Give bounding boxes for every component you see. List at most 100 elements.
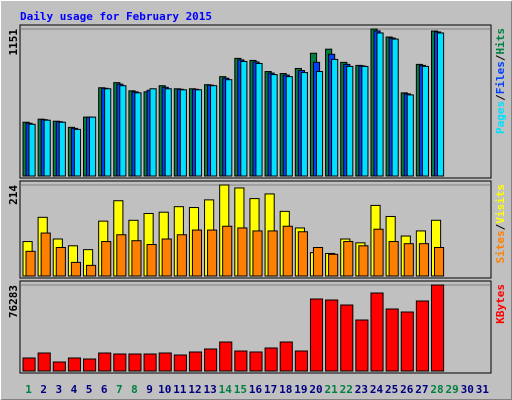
bar bbox=[433, 247, 445, 277]
x-tick-label: 13 bbox=[203, 383, 216, 396]
bar bbox=[219, 341, 233, 372]
bar bbox=[173, 354, 187, 372]
bar bbox=[346, 65, 354, 177]
bar bbox=[191, 229, 203, 277]
bar bbox=[67, 357, 82, 372]
x-tick-label: 23 bbox=[355, 383, 368, 396]
x-tick-label: 9 bbox=[146, 383, 153, 396]
x-tick-label: 14 bbox=[219, 383, 233, 396]
bar bbox=[343, 241, 354, 277]
x-tick-label: 19 bbox=[294, 383, 307, 396]
bar bbox=[83, 358, 97, 372]
bar bbox=[279, 341, 293, 372]
legend-separator: / bbox=[494, 54, 507, 61]
bar bbox=[340, 304, 354, 372]
y-tick-label: 76283 bbox=[7, 285, 20, 318]
bar bbox=[128, 353, 142, 372]
x-tick-label: 12 bbox=[188, 383, 201, 396]
bar bbox=[37, 352, 51, 372]
bar bbox=[207, 229, 218, 277]
bar bbox=[210, 85, 218, 177]
bar bbox=[270, 74, 278, 177]
bar bbox=[418, 243, 429, 277]
x-tick-label: 5 bbox=[86, 383, 93, 396]
bar bbox=[176, 234, 187, 277]
bar bbox=[104, 88, 112, 177]
bar bbox=[328, 253, 339, 277]
bar bbox=[28, 123, 36, 177]
bar bbox=[22, 357, 36, 372]
x-tick-label: 11 bbox=[173, 383, 187, 396]
chart-title: Daily usage for February 2015 bbox=[20, 10, 212, 23]
bar bbox=[300, 72, 308, 177]
bar bbox=[436, 32, 445, 177]
x-tick-label: 26 bbox=[400, 383, 414, 396]
legend: Pages/Files/Hits bbox=[494, 28, 507, 134]
x-tick-label: 21 bbox=[325, 383, 339, 396]
bar bbox=[421, 65, 429, 177]
bar bbox=[98, 352, 112, 372]
bar bbox=[312, 247, 324, 277]
bar bbox=[406, 94, 414, 177]
bar bbox=[43, 119, 51, 177]
x-tick-label: 6 bbox=[101, 383, 108, 396]
x-tick-label: 28 bbox=[430, 383, 443, 396]
x-tick-label: 17 bbox=[264, 383, 277, 396]
bar bbox=[267, 230, 278, 277]
x-tick-label: 3 bbox=[56, 383, 63, 396]
bar bbox=[373, 228, 384, 277]
x-tick-label: 20 bbox=[309, 383, 322, 396]
y-tick-label: 1151 bbox=[7, 29, 20, 56]
bar bbox=[358, 245, 369, 277]
bar bbox=[309, 298, 324, 372]
bar bbox=[225, 79, 233, 177]
bar bbox=[430, 284, 445, 372]
bar bbox=[222, 225, 233, 277]
bar bbox=[70, 261, 82, 277]
bar bbox=[361, 65, 369, 177]
bar bbox=[146, 244, 157, 277]
bar bbox=[134, 92, 142, 177]
legend-label: Pages bbox=[494, 101, 507, 134]
x-tick-label: 16 bbox=[249, 383, 263, 396]
bar bbox=[355, 319, 369, 372]
bar bbox=[385, 308, 399, 372]
y-tick-label: 214 bbox=[7, 185, 20, 205]
legend: KBytes bbox=[494, 284, 507, 324]
bar bbox=[282, 225, 293, 277]
x-tick-label: 22 bbox=[340, 383, 353, 396]
bar bbox=[113, 353, 127, 372]
x-tick-label: 18 bbox=[279, 383, 292, 396]
bar bbox=[240, 60, 248, 177]
bar bbox=[89, 116, 97, 177]
bar bbox=[331, 58, 339, 177]
x-tick-label: 8 bbox=[131, 383, 138, 396]
x-tick-label: 1 bbox=[25, 383, 32, 396]
bar bbox=[237, 227, 248, 277]
bar bbox=[52, 361, 66, 372]
bar bbox=[119, 85, 127, 177]
x-tick-label: 25 bbox=[385, 383, 398, 396]
bar bbox=[403, 243, 414, 277]
bar bbox=[194, 89, 203, 177]
legend-label: Hits bbox=[494, 28, 507, 55]
x-tick-label: 30 bbox=[461, 383, 474, 396]
legend: Sites/Visits bbox=[494, 184, 507, 264]
x-tick-label: 2 bbox=[40, 383, 47, 396]
bar bbox=[400, 311, 414, 372]
x-tick-label: 24 bbox=[370, 383, 384, 396]
bar bbox=[179, 89, 187, 177]
bar bbox=[249, 351, 263, 372]
bar bbox=[294, 350, 308, 372]
bar bbox=[40, 232, 51, 277]
bar bbox=[264, 347, 278, 372]
bar bbox=[149, 88, 157, 177]
x-tick-label: 15 bbox=[234, 383, 247, 396]
legend-label: Files bbox=[494, 61, 507, 94]
bar bbox=[415, 300, 429, 372]
legend-separator: / bbox=[494, 223, 507, 230]
bar bbox=[234, 350, 248, 372]
bar bbox=[143, 353, 157, 372]
bar bbox=[370, 292, 384, 372]
